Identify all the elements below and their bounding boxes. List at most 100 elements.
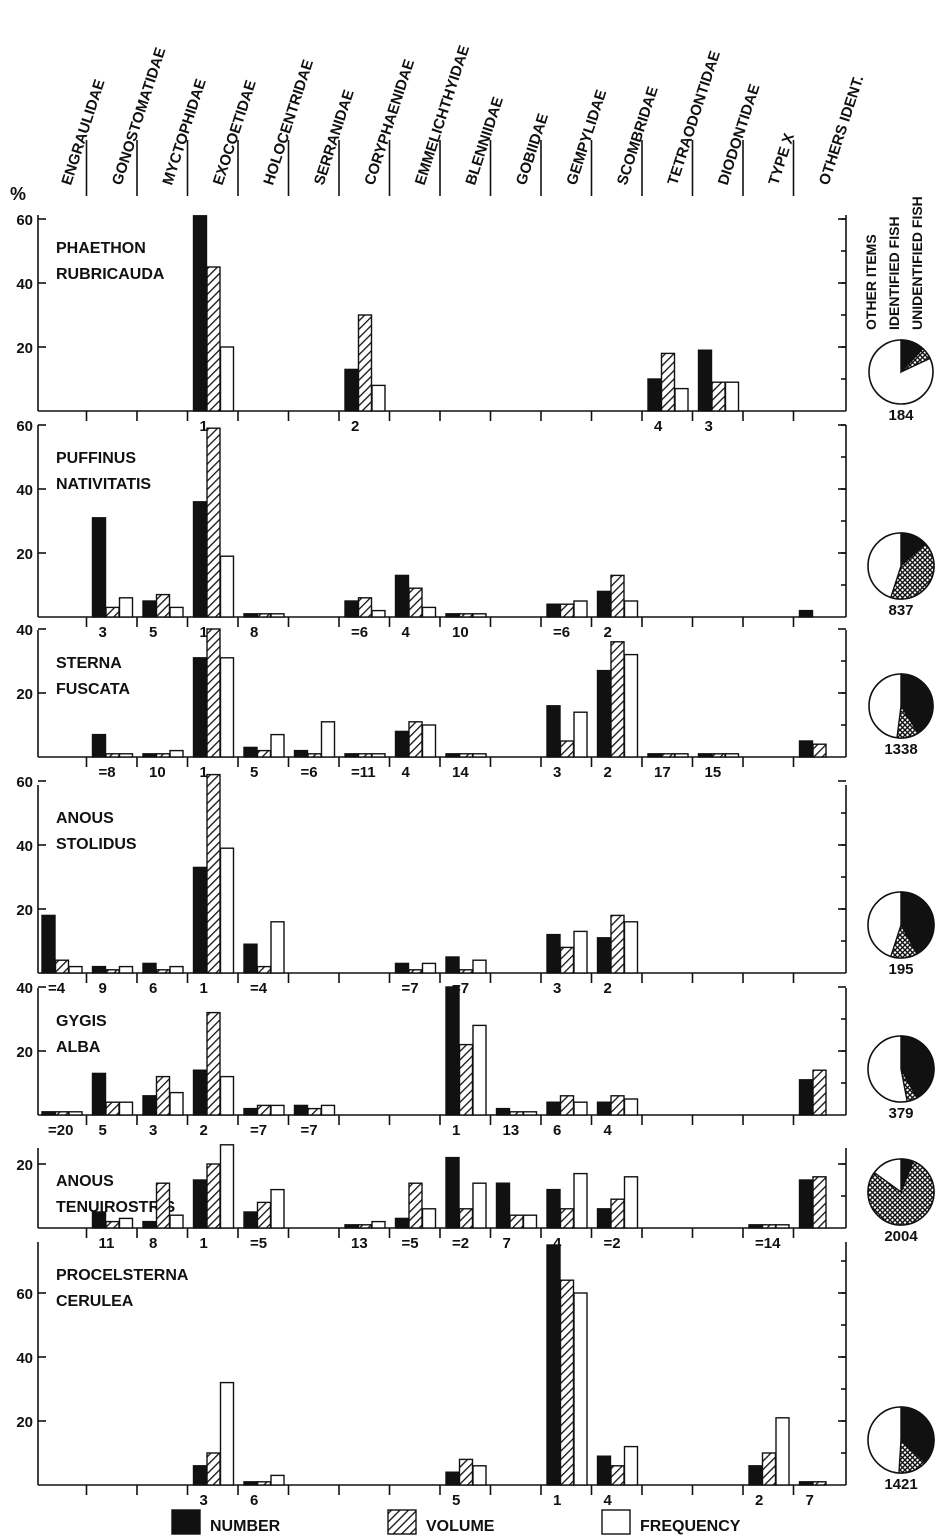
bar-frequency <box>472 1024 487 1116</box>
bar-number <box>596 937 612 974</box>
bar-number <box>697 349 713 412</box>
bar-volume <box>812 1176 827 1229</box>
bar-frequency <box>219 1381 235 1486</box>
rank-label: 5 <box>149 624 157 641</box>
bar-frequency <box>270 613 285 618</box>
rank-label: =4 <box>48 980 66 997</box>
bar-frequency <box>219 1144 235 1229</box>
bar-volume <box>812 1069 827 1116</box>
bar-volume <box>206 1011 221 1116</box>
family-label-myctophidae: MYCTOPHIDAE <box>159 77 209 187</box>
bar-frequency <box>472 959 487 974</box>
bar-frequency <box>472 613 487 618</box>
bar-frequency <box>219 1075 235 1116</box>
rank-label: 2 <box>604 980 612 997</box>
bar-number <box>546 603 561 618</box>
diet-pie: 1338 <box>868 673 934 758</box>
bar-volume <box>256 1104 272 1116</box>
bar-volume <box>610 641 625 758</box>
bar-volume <box>812 743 827 758</box>
bar-frequency <box>371 753 386 758</box>
y-tick-label: 20 <box>16 546 33 563</box>
bar-number <box>798 609 814 618</box>
pie-slice-unidentified-fish <box>889 923 918 959</box>
y-tick-label: 20 <box>16 1414 33 1431</box>
legend-label: FREQUENCY <box>640 1518 741 1535</box>
rank-label: 1 <box>553 1492 561 1509</box>
bar-number <box>596 669 612 758</box>
bar-volume <box>105 606 120 618</box>
bar-number <box>394 574 410 618</box>
bar-number <box>142 1095 157 1116</box>
bar-number <box>445 1471 460 1486</box>
bar-frequency <box>421 962 437 974</box>
bar-volume <box>105 969 120 974</box>
y-tick-label: 60 <box>16 1286 33 1303</box>
legend-swatch <box>601 1509 631 1535</box>
bar-number <box>192 501 208 618</box>
diet-pie: 379 <box>867 1035 935 1122</box>
rank-label: 15 <box>705 764 722 781</box>
bar-number <box>91 733 107 758</box>
rank-label: =5 <box>402 1235 419 1252</box>
y-tick-label: 60 <box>16 418 33 435</box>
bar-volume <box>206 427 221 618</box>
rank-label: 1 <box>200 764 208 781</box>
rank-label: 4 <box>402 764 411 781</box>
bar-frequency <box>573 1172 588 1229</box>
bar-volume <box>307 753 322 758</box>
bar-frequency <box>674 387 689 412</box>
bar-frequency <box>421 724 437 758</box>
bar-number <box>546 1188 561 1229</box>
bar-number <box>546 705 561 758</box>
bar-number <box>41 1111 56 1116</box>
bar-number <box>647 753 662 758</box>
rank-label: 8 <box>250 624 258 641</box>
bar-volume <box>610 914 625 974</box>
rank-label: 10 <box>149 764 166 781</box>
legend-swatch <box>171 1509 201 1535</box>
rank-label: 4 <box>604 1122 613 1139</box>
bar-volume <box>761 1452 777 1486</box>
bar-frequency <box>623 1176 639 1229</box>
bar-volume <box>458 613 474 618</box>
y-tick-label: 20 <box>16 1044 33 1061</box>
bar-number <box>192 866 208 974</box>
rank-label: =7 <box>250 1122 267 1139</box>
family-label-diodontidae: DIODONTIDAE <box>715 82 764 187</box>
bar-frequency <box>573 930 588 974</box>
diet-pie: 2004 <box>867 1158 935 1245</box>
bar-volume <box>206 773 221 974</box>
bar-number <box>748 1224 763 1229</box>
bar-number <box>748 1465 763 1486</box>
bar-volume <box>610 574 625 618</box>
rank-label: 2 <box>604 764 612 781</box>
rank-label: 4 <box>553 1235 562 1252</box>
y-tick-label: 20 <box>16 902 33 919</box>
bar-number <box>394 962 410 974</box>
bar-number <box>192 215 208 412</box>
bar-volume <box>105 1101 120 1116</box>
rank-label: 13 <box>503 1122 520 1139</box>
bar-volume <box>357 597 373 618</box>
bar-frequency <box>219 555 235 618</box>
pie-slice-identified-fish <box>900 1035 935 1099</box>
family-label-emmelichthyidae: EMMELICHTHYIDAE <box>412 43 473 187</box>
rank-label: =4 <box>250 980 268 997</box>
bar-number <box>596 1455 612 1486</box>
bar-volume <box>408 721 423 758</box>
bar-frequency <box>68 965 83 974</box>
bar-frequency <box>270 1104 285 1116</box>
rank-label: 3 <box>553 980 561 997</box>
rank-label: =5 <box>250 1235 267 1252</box>
y-tick-label: 40 <box>16 1350 33 1367</box>
bar-number <box>394 1217 410 1229</box>
bar-number <box>142 753 157 758</box>
bar-number <box>445 956 460 974</box>
bar-volume <box>155 753 171 758</box>
bar-number <box>192 1179 208 1229</box>
pie-legend-identified-fish: IDENTIFIED FISH <box>886 216 902 330</box>
